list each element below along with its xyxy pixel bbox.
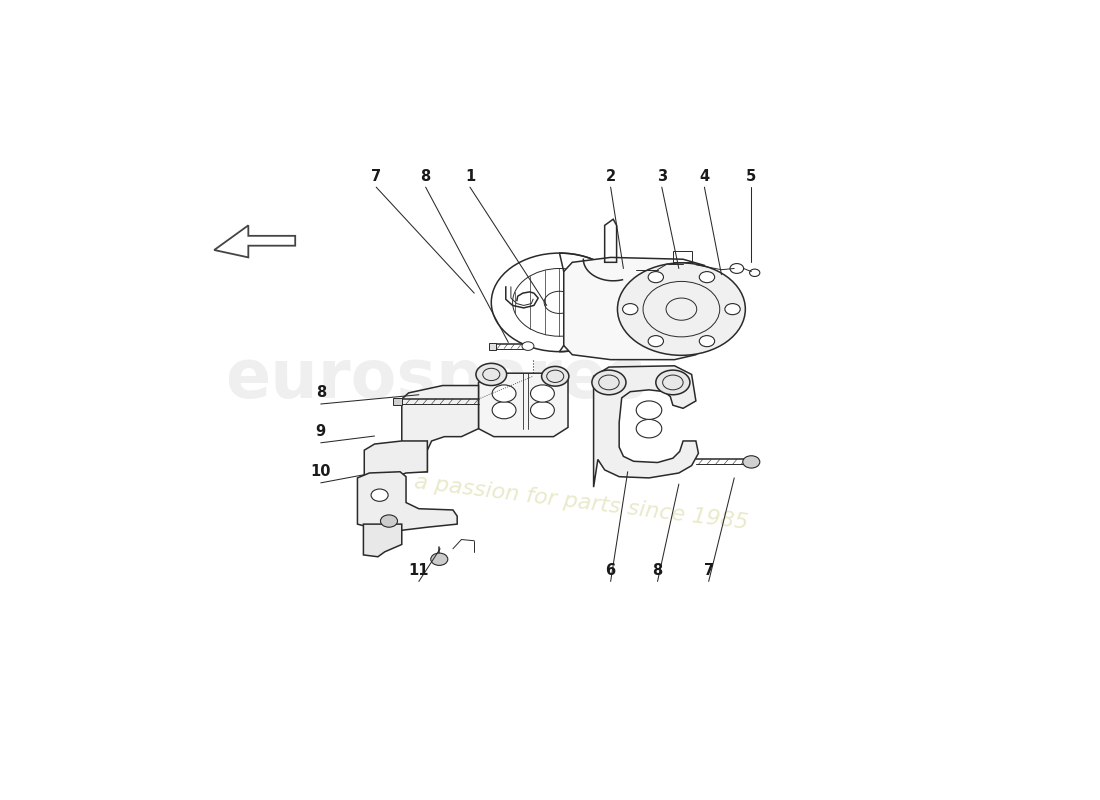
Circle shape xyxy=(492,385,516,402)
Circle shape xyxy=(617,263,746,355)
Circle shape xyxy=(371,489,388,502)
Circle shape xyxy=(656,370,690,394)
Circle shape xyxy=(530,402,554,418)
Polygon shape xyxy=(402,386,478,472)
Polygon shape xyxy=(594,366,698,487)
Text: 1: 1 xyxy=(465,169,475,183)
Text: 4: 4 xyxy=(700,169,710,183)
Text: 7: 7 xyxy=(371,169,382,183)
Circle shape xyxy=(700,336,715,346)
Circle shape xyxy=(431,553,448,566)
Text: 10: 10 xyxy=(310,464,331,479)
Polygon shape xyxy=(563,258,707,360)
Polygon shape xyxy=(478,373,568,437)
Circle shape xyxy=(522,342,534,350)
Circle shape xyxy=(476,363,507,386)
Circle shape xyxy=(742,456,760,468)
Text: 2: 2 xyxy=(606,169,616,183)
Circle shape xyxy=(636,419,662,438)
Text: 11: 11 xyxy=(408,563,429,578)
Text: a passion for parts since 1985: a passion for parts since 1985 xyxy=(412,472,749,533)
Circle shape xyxy=(381,515,397,527)
Circle shape xyxy=(725,303,740,314)
Circle shape xyxy=(541,366,569,386)
Circle shape xyxy=(592,370,626,394)
Text: 5: 5 xyxy=(746,169,757,183)
Polygon shape xyxy=(488,343,495,350)
Circle shape xyxy=(636,401,662,419)
Circle shape xyxy=(492,402,516,418)
Polygon shape xyxy=(363,524,402,557)
Text: 6: 6 xyxy=(606,563,616,578)
Text: 8: 8 xyxy=(420,169,431,183)
Polygon shape xyxy=(394,398,402,406)
Text: 3: 3 xyxy=(657,169,667,183)
Text: 8: 8 xyxy=(316,386,326,401)
Circle shape xyxy=(530,385,554,402)
Circle shape xyxy=(700,271,715,282)
Text: 7: 7 xyxy=(704,563,714,578)
Text: 8: 8 xyxy=(652,563,662,578)
Text: 9: 9 xyxy=(316,424,326,439)
Circle shape xyxy=(648,336,663,346)
Circle shape xyxy=(648,271,663,282)
Polygon shape xyxy=(364,441,427,487)
Polygon shape xyxy=(358,472,458,530)
Text: eurospares: eurospares xyxy=(226,346,647,412)
Circle shape xyxy=(623,303,638,314)
